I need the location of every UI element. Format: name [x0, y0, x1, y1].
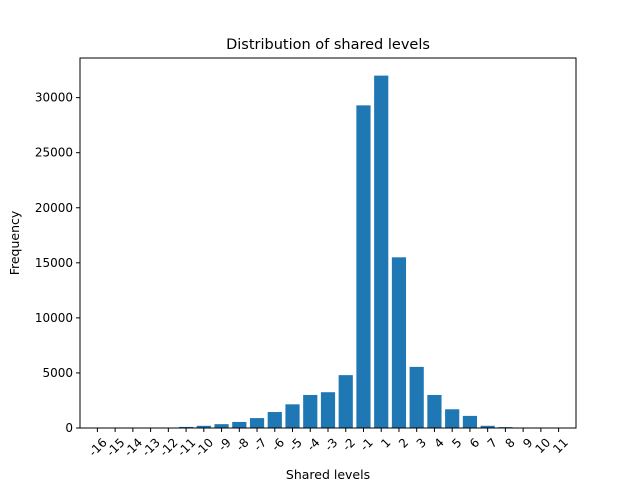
x-tick-label: 9 [520, 435, 535, 450]
x-tick-label: -6 [269, 435, 287, 453]
x-tick-label: 7 [485, 435, 500, 450]
bar--11 [178, 426, 194, 428]
x-tick-label: 8 [502, 435, 517, 450]
y-tick-label: 20000 [35, 201, 73, 215]
bar--5 [285, 404, 300, 428]
bar--7 [249, 418, 265, 428]
plot-frame [79, 57, 577, 429]
x-tick-label: -8 [233, 435, 251, 453]
bar--10 [196, 425, 211, 428]
y-axis-ticks: 0 5000 10000 15000 20000 25000 30000 [35, 91, 80, 435]
x-tick-label: -3 [322, 435, 340, 453]
bar-2 [391, 257, 407, 428]
y-tick-label: 10000 [35, 311, 73, 325]
x-tick-label: 4 [431, 435, 446, 450]
x-tick-label: 5 [449, 435, 464, 450]
bar-5 [445, 409, 460, 428]
x-axis-label: Shared levels [286, 467, 370, 480]
x-tick-label: 1 [378, 435, 393, 450]
x-tick-label: -4 [304, 435, 322, 453]
y-tick-label: 25000 [35, 146, 73, 160]
x-tick-label: 3 [414, 435, 429, 450]
x-tick-label: 2 [396, 435, 411, 450]
x-tick-label: -1 [357, 435, 375, 453]
bar--6 [267, 412, 282, 428]
x-tick-label: -9 [216, 435, 234, 453]
x-axis-ticks: -16-15-14-13-12-11-10 -9 -8 -7 -6 -5 -4 -3 -2 -1 1… [86, 428, 571, 459]
y-axis-label: Frequency [7, 210, 22, 275]
bar--3 [320, 392, 336, 428]
bar--1 [356, 105, 371, 428]
x-tick-label: -5 [286, 435, 304, 453]
chart-title: Distribution of shared levels [226, 37, 430, 53]
bar--8 [232, 421, 247, 428]
x-tick-label: 11 [550, 435, 571, 456]
bar-7 [480, 425, 495, 428]
bar--4 [303, 394, 318, 428]
y-tick-label: 5000 [42, 366, 73, 380]
bar-6 [462, 415, 478, 428]
y-tick-label: 15000 [35, 256, 73, 270]
x-tick-label: 6 [467, 435, 482, 450]
bar-4 [427, 394, 442, 428]
bar--2 [338, 375, 353, 428]
x-tick-label: -2 [340, 435, 358, 453]
y-tick-label: 30000 [35, 91, 73, 105]
bar-3 [409, 366, 424, 428]
bar-1 [374, 75, 389, 429]
x-tick-label: -7 [251, 435, 269, 453]
bar--9 [214, 424, 229, 428]
x-tick-label: -10 [192, 435, 216, 459]
bars [90, 75, 566, 429]
y-tick-label: 0 [65, 421, 73, 435]
